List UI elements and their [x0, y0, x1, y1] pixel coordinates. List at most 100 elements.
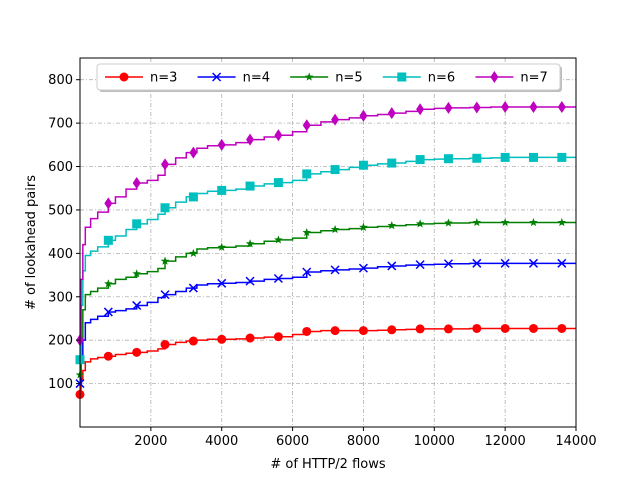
data-point [416, 103, 425, 116]
data-point [330, 265, 340, 275]
y-tick-label: 400 [48, 247, 73, 262]
data-point [217, 278, 227, 288]
data-point [160, 340, 170, 350]
data-point [472, 101, 481, 114]
x-tick-label: 4000 [205, 434, 238, 449]
x-axis-label: # of HTTP/2 flows [270, 457, 386, 472]
data-point [501, 101, 510, 114]
data-point [217, 242, 226, 251]
data-point [273, 178, 283, 188]
data-point [387, 261, 397, 271]
series-line [80, 221, 576, 376]
data-point [528, 323, 538, 333]
data-point [387, 107, 396, 120]
data-point [188, 283, 198, 293]
data-point [161, 158, 170, 171]
data-point [415, 324, 425, 334]
data-point [217, 185, 227, 195]
series-line [80, 327, 576, 396]
data-point [302, 267, 312, 277]
data-point [557, 258, 567, 268]
x-tick-label: 10000 [414, 434, 455, 449]
data-point [188, 336, 198, 346]
x-tick-label: 8000 [347, 434, 380, 449]
data-point [302, 169, 312, 179]
data-point [245, 239, 255, 248]
legend-label: n=5 [335, 71, 362, 86]
data-point [245, 181, 255, 191]
data-point [444, 101, 453, 114]
legend-label: n=4 [243, 71, 270, 86]
legend-marker [304, 72, 314, 81]
legend-marker [119, 72, 129, 82]
data-point [160, 256, 170, 265]
data-point [104, 197, 113, 210]
data-point [472, 218, 482, 227]
data-point [330, 224, 340, 234]
data-point [132, 269, 141, 278]
series-line [80, 262, 576, 385]
data-point [443, 324, 453, 334]
plot-frame [79, 57, 577, 428]
y-tick-label: 800 [48, 73, 73, 88]
data-point [132, 219, 142, 229]
legend-box [96, 63, 561, 91]
data-point [557, 101, 566, 114]
series-line [80, 106, 576, 341]
data-point [443, 154, 453, 164]
data-point [189, 248, 198, 257]
legend-label: n=7 [520, 71, 547, 86]
data-point [358, 263, 368, 273]
y-tick-label: 200 [48, 334, 73, 349]
y-tick-label: 300 [48, 290, 73, 305]
y-tick-label: 700 [48, 117, 73, 132]
data-point [188, 192, 198, 202]
data-point [132, 300, 142, 310]
data-point [472, 153, 482, 163]
legend-marker [212, 72, 222, 82]
series-group [75, 101, 576, 399]
data-point [557, 323, 567, 333]
data-point [330, 326, 340, 336]
legend-item: n=5 [290, 71, 363, 86]
series-n=3 [75, 323, 576, 399]
data-point [160, 290, 170, 300]
y-tick-label: 500 [48, 203, 73, 218]
data-point [557, 152, 567, 162]
series-n=7 [76, 101, 576, 347]
data-point [443, 259, 453, 269]
data-point [415, 260, 425, 270]
legend-item: n=6 [382, 71, 455, 86]
y-tick-label: 600 [48, 160, 73, 175]
series-n=5 [75, 218, 576, 379]
data-point [444, 218, 453, 227]
data-point [500, 218, 510, 227]
data-point [330, 165, 340, 175]
legend-item: n=4 [197, 71, 270, 86]
data-point [189, 146, 198, 159]
data-point [273, 332, 283, 342]
data-point [358, 160, 368, 170]
data-point [387, 221, 397, 230]
data-point [387, 325, 397, 335]
data-point [274, 129, 283, 142]
data-point [302, 228, 312, 237]
data-point [132, 347, 142, 357]
x-tick-label: 14000 [555, 434, 596, 449]
data-point [500, 258, 510, 268]
legend-marker [397, 72, 407, 82]
data-point [302, 326, 312, 336]
data-point [528, 258, 539, 268]
x-tick-label: 2000 [134, 434, 167, 449]
legend: n=3 n=4 n=5 n=6 n=7 [96, 63, 562, 92]
data-point [273, 274, 283, 284]
series-n=4 [75, 258, 576, 389]
data-point [359, 222, 368, 231]
data-point [132, 177, 141, 190]
grid-lines [80, 58, 577, 427]
data-point [217, 334, 227, 344]
data-point [245, 333, 255, 343]
legend-label: n=6 [428, 71, 455, 86]
legend-marker [490, 71, 499, 83]
data-point [246, 133, 255, 146]
